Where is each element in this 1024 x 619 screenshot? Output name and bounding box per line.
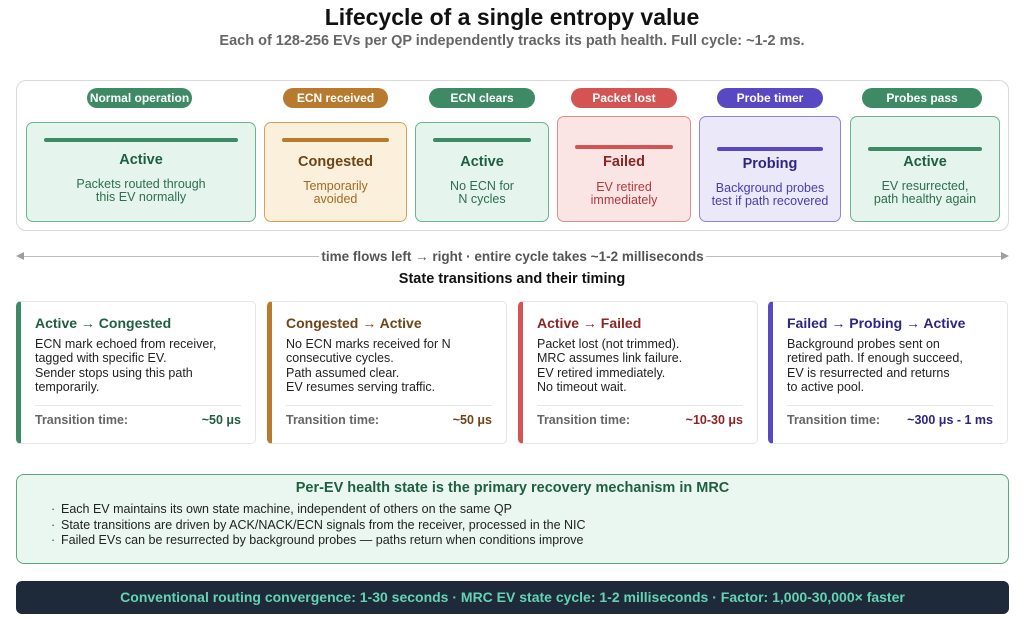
state-card-active-2: Active No ECN for N cycles (415, 122, 549, 222)
mechanism-item-text: Failed EVs can be resurrected by backgro… (61, 533, 584, 547)
state-card-failed: Failed EV retired immediately (557, 116, 691, 222)
transition-time-label: Transition time: (286, 413, 380, 427)
transition-time-value: ~300 μs - 1 ms (907, 413, 993, 427)
state-card-congested: Congested Temporarily avoided (264, 122, 407, 222)
footer-banner: Conventional routing convergence: 1-30 s… (16, 581, 1009, 614)
transition-card-active-congested: Active → Congested ECN mark echoed from … (16, 301, 256, 444)
list-item: · State transitions are driven by ACK/NAC… (51, 518, 586, 534)
mechanism-item-text: Each EV maintains its own state machine,… (61, 502, 512, 516)
transition-time-label: Transition time: (787, 413, 881, 427)
arrow-right-icon (1001, 252, 1009, 260)
lifecycle-panel: Normal operation ECN received ECN clears… (16, 80, 1009, 231)
state-bar (44, 138, 238, 142)
state-desc: No ECN for N cycles (450, 179, 514, 206)
transition-desc: No ECN marks received for N consecutive … (286, 337, 451, 394)
transitions-title: State transitions and their timing (398, 271, 626, 287)
list-item: · Failed EVs can be resurrected by backgr… (51, 533, 586, 549)
state-desc: EV retired immediately (590, 180, 658, 207)
mechanism-title: Per-EV health state is the primary recov… (295, 480, 730, 496)
transition-desc: Packet lost (not trimmed). MRC assumes l… (537, 337, 683, 394)
bullet: · (51, 533, 56, 547)
timeline: time flows left → right · entire cycle t… (16, 249, 1009, 264)
transition-card-active-failed: Active → Failed Packet lost (not trimmed… (518, 301, 758, 444)
state-desc: Temporarily avoided (303, 179, 368, 206)
state-name: Active (119, 152, 163, 168)
state-card-probing: Probing Background probes test if path r… (699, 116, 841, 222)
state-name: Congested (298, 154, 373, 170)
event-pill-probes-pass: Probes pass (862, 88, 982, 108)
state-name: Active (903, 154, 947, 170)
list-item: · Each EV maintains its own state machine… (51, 502, 586, 518)
divider (286, 405, 492, 406)
state-desc: Packets routed through this EV normally (76, 177, 206, 204)
event-pill-normal-operation: Normal operation (87, 88, 192, 108)
state-bar (433, 138, 531, 142)
state-card-active-3: Active EV resurrected, path healthy agai… (850, 116, 1000, 222)
state-name: Failed (603, 154, 645, 170)
transition-title: Active → Congested (35, 315, 172, 331)
transition-time-label: Transition time: (35, 413, 129, 427)
transition-title: Failed → Probing → Active (787, 315, 966, 331)
mechanism-panel: Per-EV health state is the primary recov… (16, 474, 1009, 564)
event-pill-probe-timer: Probe timer (717, 88, 823, 108)
page-title: Lifecycle of a single entropy value (324, 4, 700, 30)
state-desc: Background probes test if path recovered (711, 181, 829, 208)
state-bar (282, 138, 389, 142)
state-name: Probing (742, 156, 798, 172)
state-bar (868, 147, 982, 151)
state-bar (575, 145, 673, 149)
transition-time-value: ~50 μs (452, 413, 492, 427)
mechanism-list: · Each EV maintains its own state machine… (51, 502, 586, 549)
timeline-label: time flows left → right · entire cycle t… (319, 249, 706, 264)
state-bar (717, 147, 823, 151)
transition-title: Active → Failed (537, 315, 642, 331)
arrow-left-icon (16, 252, 24, 260)
transition-desc: ECN mark echoed from receiver, tagged wi… (35, 337, 217, 394)
divider (787, 405, 993, 406)
transition-time-value: ~50 μs (201, 413, 241, 427)
event-pill-packet-lost: Packet lost (571, 88, 677, 108)
transition-desc: Background probes sent on retired path. … (787, 337, 963, 394)
state-card-active-1: Active Packets routed through this EV no… (26, 122, 256, 222)
divider (35, 405, 241, 406)
event-pill-ecn-clears: ECN clears (429, 88, 535, 108)
transition-time-label: Transition time: (537, 413, 631, 427)
state-desc: EV resurrected, path healthy again (873, 179, 977, 206)
divider (537, 405, 743, 406)
transition-card-congested-active: Congested → Active No ECN marks received… (267, 301, 507, 444)
transition-card-failed-probing-active: Failed → Probing → Active Background pro… (768, 301, 1008, 444)
bullet: · (51, 517, 56, 532)
mechanism-item-text: State transitions are driven by ACK/NACK… (61, 517, 586, 532)
bullet: · (51, 502, 56, 516)
state-name: Active (460, 154, 504, 170)
event-pill-ecn-received: ECN received (283, 88, 388, 108)
page-subtitle: Each of 128-256 EVs per QP independently… (219, 33, 805, 49)
transition-title: Congested → Active (286, 315, 422, 331)
transition-time-value: ~10-30 μs (685, 413, 743, 427)
